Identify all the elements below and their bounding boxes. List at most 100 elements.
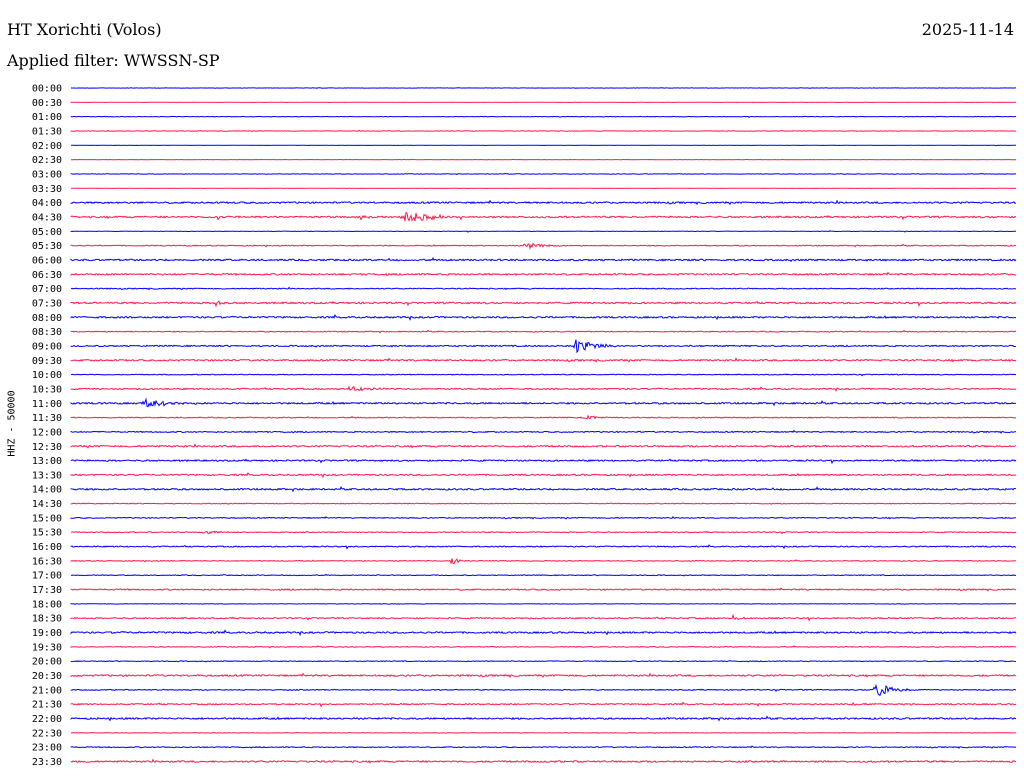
time-label-2100: 21:00 — [32, 685, 62, 696]
time-label-1200: 12:00 — [32, 427, 62, 438]
time-label-1500: 15:00 — [32, 513, 62, 524]
trace-1530 — [70, 530, 1017, 535]
trace-1830 — [70, 613, 1017, 622]
trace-1030 — [70, 385, 1017, 392]
trace-0730 — [70, 300, 1017, 308]
trace-0700 — [70, 286, 1017, 291]
time-label-0200: 02:00 — [32, 141, 62, 152]
time-label-1030: 10:30 — [32, 384, 62, 395]
trace-2300 — [70, 745, 1017, 749]
time-label-0130: 01:30 — [32, 126, 62, 137]
time-label-0700: 07:00 — [32, 284, 62, 295]
trace-1130 — [70, 414, 1017, 420]
time-label-1630: 16:30 — [32, 556, 62, 567]
trace-1430 — [70, 502, 1017, 505]
trace-2100 — [70, 683, 1017, 696]
trace-0500 — [70, 230, 1016, 233]
trace-1730 — [70, 587, 1017, 592]
trace-1930 — [70, 645, 1017, 649]
time-label-0030: 00:30 — [32, 98, 62, 109]
time-label-2330: 23:30 — [32, 757, 62, 768]
time-label-1600: 16:00 — [32, 542, 62, 553]
trace-1800 — [70, 602, 1017, 605]
time-label-1530: 15:30 — [32, 528, 62, 539]
trace-1600 — [70, 544, 1017, 550]
time-label-2200: 22:00 — [32, 714, 62, 725]
time-label-1130: 11:30 — [32, 413, 62, 424]
time-label-0600: 06:00 — [32, 255, 62, 266]
time-label-0000: 00:00 — [32, 84, 62, 95]
trace-2000 — [70, 660, 1016, 663]
time-label-0400: 04:00 — [32, 198, 62, 209]
time-label-1900: 19:00 — [32, 628, 62, 639]
time-label-0830: 08:30 — [32, 327, 62, 338]
time-label-0530: 05:30 — [32, 241, 62, 252]
trace-0430 — [70, 211, 1017, 222]
station-title: HT Xorichti (Volos) — [7, 20, 162, 39]
trace-0830 — [70, 329, 1017, 334]
time-label-0500: 05:00 — [32, 227, 62, 238]
time-label-2000: 20:00 — [32, 657, 62, 668]
trace-0000 — [71, 87, 1016, 89]
time-label-2030: 20:30 — [32, 671, 62, 682]
filter-name: WWSSN-SP — [123, 51, 220, 70]
time-label-0230: 02:30 — [32, 155, 62, 166]
trace-0300 — [70, 172, 1017, 176]
trace-0600 — [70, 256, 1017, 263]
time-label-1830: 18:30 — [32, 614, 62, 625]
time-label-0100: 01:00 — [32, 112, 62, 123]
trace-0400 — [70, 199, 1017, 206]
time-label-0630: 06:30 — [32, 270, 62, 281]
time-label-1100: 11:00 — [32, 399, 62, 410]
time-label-1800: 18:00 — [32, 599, 62, 610]
time-label-1000: 10:00 — [32, 370, 62, 381]
trace-2200 — [70, 715, 1017, 722]
trace-1700 — [70, 573, 1017, 577]
time-label-1930: 19:30 — [32, 642, 62, 653]
time-label-0800: 08:00 — [32, 313, 62, 324]
trace-1230 — [70, 443, 1017, 449]
trace-1300 — [70, 458, 1017, 465]
trace-0630 — [70, 271, 1017, 277]
trace-0130 — [70, 129, 1016, 132]
time-label-1330: 13:30 — [32, 470, 62, 481]
trace-1630 — [70, 558, 1017, 565]
time-label-0930: 09:30 — [32, 356, 62, 367]
time-label-1300: 13:00 — [32, 456, 62, 467]
time-label-1230: 12:30 — [32, 442, 62, 453]
time-label-0330: 03:30 — [32, 184, 62, 195]
trace-2330 — [70, 758, 1017, 764]
trace-1500 — [70, 515, 1017, 520]
trace-0230 — [71, 158, 1016, 161]
trace-0800 — [70, 314, 1017, 321]
date-label: 2025-11-14 — [921, 20, 1014, 39]
time-label-1430: 14:30 — [32, 499, 62, 510]
trace-2130 — [70, 701, 1017, 708]
trace-0200 — [71, 144, 1016, 147]
trace-1900 — [70, 629, 1017, 637]
trace-1330 — [70, 472, 1017, 479]
time-label-2230: 22:30 — [32, 728, 62, 739]
trace-2030 — [70, 672, 1017, 679]
trace-0900 — [70, 339, 1016, 354]
trace-0530 — [70, 242, 1017, 251]
trace-1100 — [70, 397, 1017, 408]
filter-prefix: Applied filter: — [7, 51, 124, 70]
time-label-2300: 23:00 — [32, 743, 62, 754]
time-label-2130: 21:30 — [32, 700, 62, 711]
time-label-1700: 17:00 — [32, 571, 62, 582]
trace-1200 — [70, 429, 1017, 434]
trace-0100 — [70, 115, 1017, 119]
trace-0930 — [70, 357, 1017, 363]
time-label-1400: 14:00 — [32, 485, 62, 496]
time-label-0900: 09:00 — [32, 341, 62, 352]
time-label-1730: 17:30 — [32, 585, 62, 596]
time-label-0300: 03:00 — [32, 169, 62, 180]
filter-label: Applied filter: WWSSN-SP — [7, 52, 220, 70]
trace-1400 — [70, 486, 1017, 493]
time-label-0730: 07:30 — [32, 298, 62, 309]
trace-2230 — [70, 731, 1017, 734]
time-label-0430: 04:30 — [32, 212, 62, 223]
trace-1000 — [70, 373, 1017, 377]
